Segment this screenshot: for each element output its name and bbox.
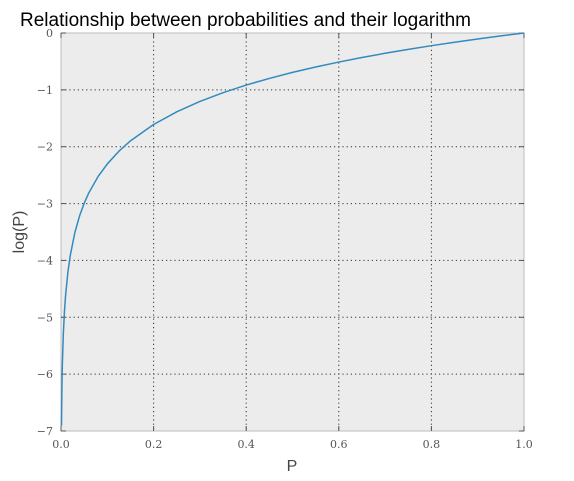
y-tick-label: −2 xyxy=(37,141,53,154)
x-tick-label: 0.4 xyxy=(237,438,255,451)
y-axis-label: log(P) xyxy=(11,211,28,254)
grid-lines xyxy=(61,33,524,431)
x-tick-label: 0.2 xyxy=(145,438,163,451)
x-tick-label: 0.8 xyxy=(423,438,441,451)
y-tick-label: 0 xyxy=(46,27,53,40)
y-tick-label: −7 xyxy=(37,425,53,438)
x-tick-label: 0.6 xyxy=(330,438,348,451)
y-tick-label: −6 xyxy=(37,368,53,381)
x-axis-label: P xyxy=(287,458,298,475)
plot-area xyxy=(60,32,525,432)
chart-title: Relationship between probabilities and t… xyxy=(20,10,471,31)
x-tick-label: 1.0 xyxy=(515,438,533,451)
y-tick-label: −1 xyxy=(37,84,53,97)
x-tick-label: 0.0 xyxy=(52,438,70,451)
tick-labels: 0.0 0.2 0.4 0.6 0.8 1.0 0 −1 −2 −3 −4 −5 −6 −7 xyxy=(37,27,533,451)
y-tick-label: −4 xyxy=(37,254,53,267)
series-line-0 xyxy=(60,32,525,426)
series-layer xyxy=(60,32,525,426)
y-tick-label: −5 xyxy=(37,311,53,324)
y-tick-label: −3 xyxy=(37,198,53,211)
